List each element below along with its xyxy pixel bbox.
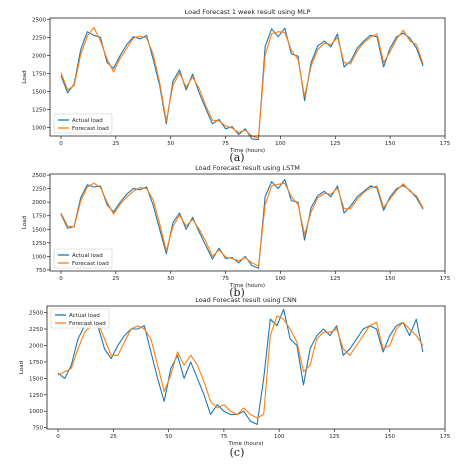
legend-label-1: Forecast load <box>72 261 109 267</box>
plot-frame <box>46 305 446 430</box>
x-tick-label: 25 <box>112 276 119 282</box>
chart-title: Load Forecast result using LSTM <box>195 164 300 172</box>
x-tick-label: 175 <box>440 141 451 147</box>
y-tick-label: 750 <box>36 268 47 274</box>
x-tick-label: 175 <box>440 276 451 282</box>
legend-label-1: Forecast load <box>72 126 109 132</box>
x-tick-label: 150 <box>385 276 396 282</box>
y-tick-label: 2000 <box>32 200 46 206</box>
y-tick-label: 2250 <box>32 35 46 41</box>
x-tick-label: 100 <box>275 276 286 282</box>
x-tick-label: 25 <box>112 141 119 147</box>
y-tick-label: 1500 <box>29 376 43 382</box>
legend-label-0: Actual load <box>69 313 100 319</box>
series-line-1 <box>60 182 424 267</box>
y-tick-label: 1250 <box>32 107 46 113</box>
x-tick-label: 25 <box>110 434 117 440</box>
y-tick-label: 2250 <box>29 327 43 333</box>
y-tick-label: 1500 <box>32 227 46 233</box>
caption-c: (c) <box>229 446 245 459</box>
series-line-0 <box>60 178 424 269</box>
x-tick-label: 125 <box>330 276 341 282</box>
y-tick-label: 1750 <box>29 360 43 366</box>
plot-frame <box>49 173 446 272</box>
caption-b: (b) <box>229 286 245 299</box>
x-tick-label: 100 <box>275 141 286 147</box>
x-tick-label: 0 <box>59 141 63 147</box>
chart-title: Load Forecast 1 week result using MLP <box>185 8 311 16</box>
y-tick-label: 1250 <box>29 393 43 399</box>
x-tick-label: 0 <box>59 276 63 282</box>
x-tick-label: 125 <box>330 141 341 147</box>
legend-label-0: Actual load <box>72 253 103 259</box>
y-tick-label: 750 <box>33 426 44 432</box>
x-tick-label: 175 <box>440 434 451 440</box>
series-line-0 <box>57 308 424 425</box>
y-axis-label: Load <box>22 216 28 229</box>
chart-0: Load Forecast 1 week result using MLP 0 25… <box>22 8 451 154</box>
x-tick-label: 0 <box>56 434 60 440</box>
y-tick-label: 2500 <box>29 311 43 317</box>
y-tick-label: 1500 <box>32 89 46 95</box>
chart-title: Load Forecast result using CNN <box>195 296 297 304</box>
series-line-1 <box>57 315 424 419</box>
legend: Actual load Forecast load <box>50 308 110 329</box>
x-axis-label: Time (hours) <box>229 283 265 289</box>
y-tick-label: 1250 <box>32 241 46 247</box>
y-tick-label: 1000 <box>29 409 43 415</box>
y-tick-label: 2000 <box>32 53 46 59</box>
y-tick-label: 2250 <box>32 187 46 193</box>
legend-label-0: Actual load <box>72 118 103 124</box>
x-tick-label: 150 <box>385 141 396 147</box>
x-tick-label: 50 <box>167 276 174 282</box>
x-axis-label: Time (hours) <box>228 441 264 447</box>
x-axis-label: Time (hours) <box>229 148 265 154</box>
chart-2: Load Forecast result using CNN 0 25 50 75 100… <box>19 296 451 447</box>
plot-frame <box>49 17 446 137</box>
y-tick-label: 1750 <box>32 214 46 220</box>
y-axis-label: Load <box>22 70 28 83</box>
x-tick-label: 125 <box>329 434 340 440</box>
x-tick-label: 75 <box>222 141 229 147</box>
series-line-1 <box>60 26 424 139</box>
x-tick-label: 75 <box>220 434 227 440</box>
y-tick-label: 2500 <box>32 173 46 179</box>
legend: Actual load Forecast load <box>53 113 113 134</box>
x-tick-label: 75 <box>222 276 229 282</box>
x-tick-label: 100 <box>274 434 285 440</box>
y-tick-label: 2500 <box>32 17 46 23</box>
y-axis-label: Load <box>19 361 25 374</box>
y-tick-label: 2000 <box>29 343 43 349</box>
y-tick-label: 1000 <box>32 254 46 260</box>
chart-1: Load Forecast result using LSTM 0 25 50 75 10… <box>22 164 451 289</box>
legend: Actual load Forecast load <box>53 248 113 269</box>
x-tick-label: 50 <box>165 434 172 440</box>
y-tick-label: 1000 <box>32 125 46 131</box>
caption-a: (a) <box>229 151 245 164</box>
y-tick-label: 1750 <box>32 71 46 77</box>
x-tick-label: 150 <box>384 434 395 440</box>
legend-label-1: Forecast load <box>69 321 106 327</box>
series-line-0 <box>60 27 424 141</box>
x-tick-label: 50 <box>167 141 174 147</box>
